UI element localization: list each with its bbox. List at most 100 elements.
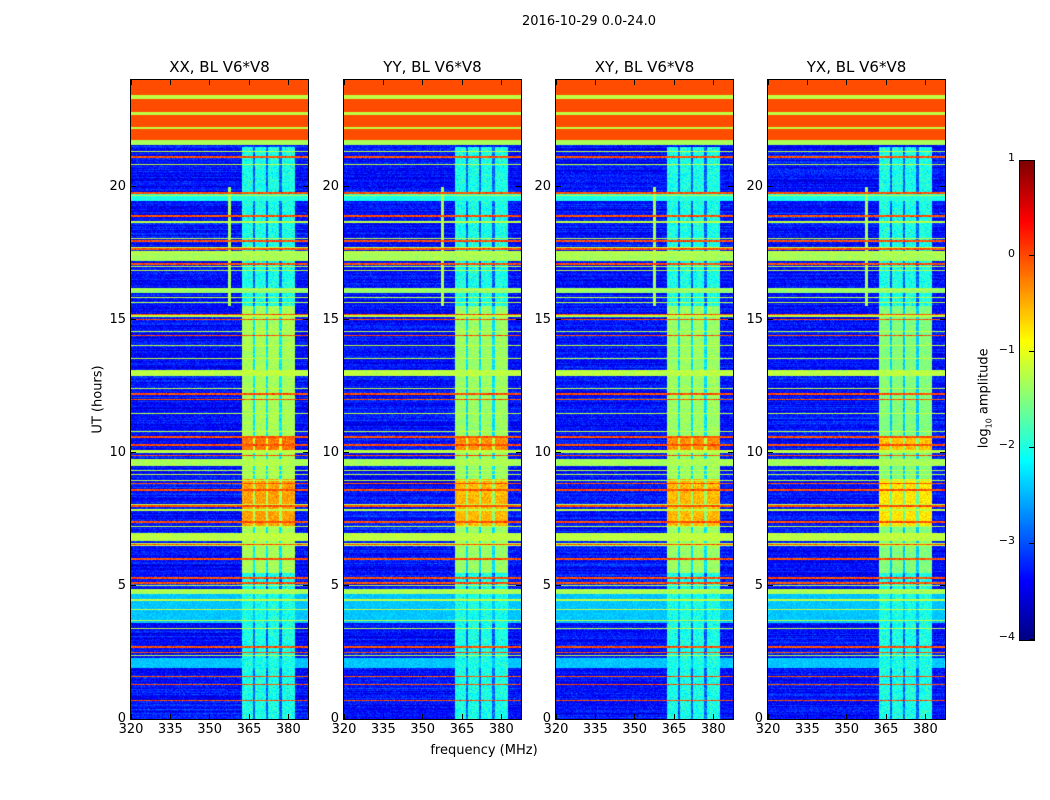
heatmap-xx <box>131 80 308 719</box>
y-tick <box>556 186 561 187</box>
x-tick-label: 380 <box>488 722 514 737</box>
colorbar-tick-label: −4 <box>998 630 1015 643</box>
x-tick <box>673 714 675 719</box>
y-tick <box>344 319 349 321</box>
y-tick-label: 5 <box>754 577 763 593</box>
colorbar-tick-label: 0 <box>1008 246 1015 260</box>
panel-title: XY, BL V6*V8 <box>594 58 695 76</box>
y-tick-label: 20 <box>746 178 763 194</box>
x-tick <box>885 80 887 85</box>
y-tick <box>728 319 733 321</box>
y-tick <box>344 186 349 187</box>
x-tick-label: 365 <box>873 722 899 737</box>
x-tick <box>130 714 132 719</box>
x-tick <box>287 714 289 719</box>
x-tick <box>500 714 502 719</box>
x-tick <box>343 714 345 719</box>
y-tick <box>131 319 136 321</box>
x-tick <box>343 80 345 85</box>
y-tick <box>303 319 308 321</box>
figure-title: 2016-10-29 0.0-24.0 <box>522 14 656 29</box>
x-tick <box>382 714 384 719</box>
colorbar-tick-label: −2 <box>998 438 1015 452</box>
x-tick <box>806 714 808 719</box>
y-tick-label: 10 <box>109 444 126 460</box>
x-tick <box>712 714 714 719</box>
y-axis-label: UT (hours) <box>90 365 106 434</box>
colorbar-tick <box>1029 351 1034 353</box>
x-tick <box>806 80 808 85</box>
y-tick-label: 20 <box>109 178 126 194</box>
colorbar-tick <box>1029 255 1034 257</box>
x-tick-label: 380 <box>912 722 938 737</box>
x-tick <box>287 80 289 85</box>
x-tick <box>248 80 250 85</box>
y-tick <box>768 319 773 321</box>
y-tick-label: 10 <box>746 444 763 460</box>
x-tick <box>555 80 557 85</box>
x-tick-label: 380 <box>700 722 726 737</box>
x-tick <box>924 80 926 85</box>
y-tick <box>940 319 945 321</box>
y-tick <box>768 452 773 454</box>
y-tick <box>728 718 733 720</box>
x-tick-label: 350 <box>410 722 436 737</box>
y-tick-label: 10 <box>322 444 339 460</box>
y-tick <box>516 319 521 321</box>
x-tick-label: 320 <box>118 722 144 737</box>
x-tick <box>422 80 424 85</box>
x-tick-label: 365 <box>236 722 262 737</box>
x-tick-label: 320 <box>755 722 781 737</box>
y-tick <box>728 585 733 587</box>
x-axis-label: frequency (MHz) <box>430 743 538 758</box>
x-tick <box>767 714 769 719</box>
x-tick-label: 320 <box>331 722 357 737</box>
y-tick <box>516 452 521 454</box>
y-tick-label: 15 <box>322 311 339 327</box>
x-tick <box>555 714 557 719</box>
y-tick <box>131 452 136 454</box>
panel-title: YX, BL V6*V8 <box>806 58 907 76</box>
x-tick <box>594 714 596 719</box>
colorbar-tick <box>1029 159 1034 161</box>
x-tick-label: 365 <box>449 722 475 737</box>
x-tick-label: 365 <box>661 722 687 737</box>
y-tick-label: 0 <box>330 711 339 726</box>
x-tick-label: 335 <box>582 722 608 737</box>
colorbar <box>1019 160 1035 641</box>
y-tick <box>516 718 521 720</box>
panel-xx: XX, BL V6*V8 320 335 350 365 380 0 5 10 15 20 <box>109 58 309 737</box>
y-tick <box>131 186 136 187</box>
y-tick <box>303 186 308 187</box>
x-tick <box>209 714 211 719</box>
x-tick <box>382 80 384 85</box>
x-tick-label: 350 <box>622 722 648 737</box>
y-tick <box>344 585 349 587</box>
x-tick <box>169 80 171 85</box>
y-tick <box>728 186 733 187</box>
y-tick-label: 20 <box>534 178 551 194</box>
y-tick-label: 5 <box>117 577 126 593</box>
y-tick <box>131 585 136 587</box>
y-tick <box>303 585 308 587</box>
x-tick <box>209 80 211 85</box>
x-tick-label: 335 <box>794 722 820 737</box>
y-tick <box>940 186 945 187</box>
y-tick <box>940 718 945 720</box>
x-tick <box>634 80 636 85</box>
y-tick <box>556 585 561 587</box>
x-tick <box>169 714 171 719</box>
y-tick <box>556 718 561 720</box>
colorbar-tick <box>1029 446 1034 448</box>
x-tick-label: 335 <box>370 722 396 737</box>
x-tick <box>767 80 769 85</box>
colorbar-tick <box>1029 638 1034 640</box>
y-tick <box>940 452 945 454</box>
y-tick <box>556 319 561 321</box>
y-tick-label: 15 <box>534 311 551 327</box>
x-tick <box>846 714 848 719</box>
y-tick <box>728 452 733 454</box>
x-tick <box>634 714 636 719</box>
x-tick <box>130 80 132 85</box>
colorbar-tick-label: −1 <box>998 342 1015 356</box>
